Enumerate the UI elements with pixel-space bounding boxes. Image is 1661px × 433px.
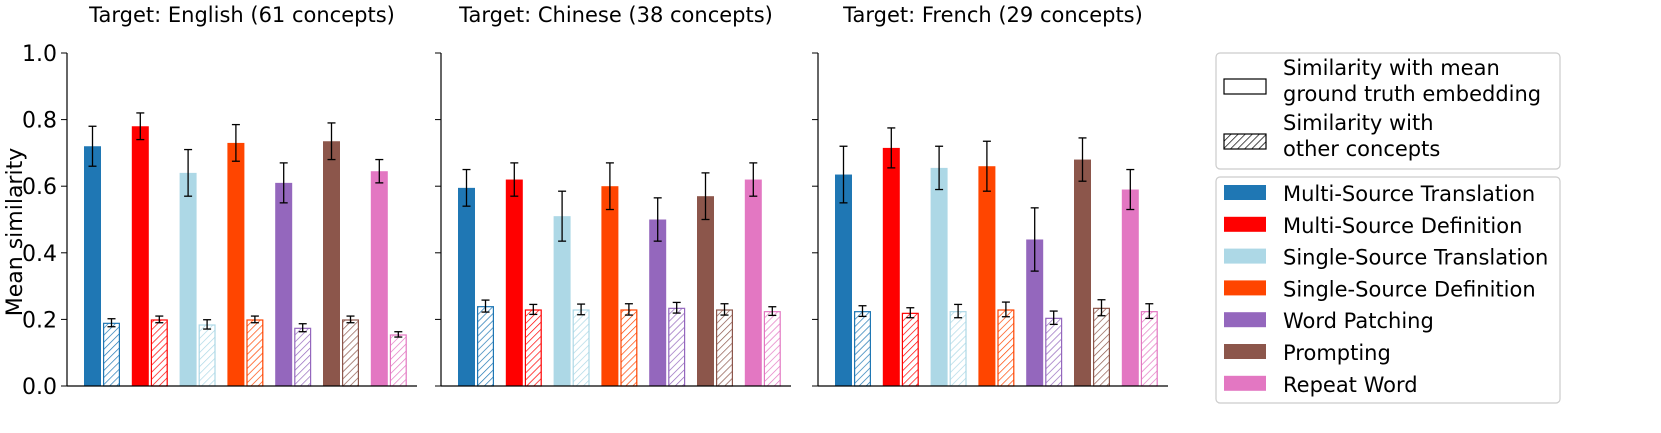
bar-multi-source-definition-other-concepts: [150, 319, 168, 387]
bar-single-source-definition-ground-truth: [227, 142, 245, 386]
bar-single-source-translation-other-concepts: [949, 311, 967, 387]
y-tick-label: 1.0: [22, 42, 57, 67]
bar-multi-source-translation-other-concepts: [853, 311, 871, 387]
bar-multi-source-definition-ground-truth: [131, 126, 149, 386]
bar-single-source-definition-other-concepts: [620, 309, 638, 387]
y-tick-label: 0.2: [22, 308, 57, 333]
legend-label-multi-source-translation: Multi-Source Translation: [1283, 182, 1535, 206]
bar-single-source-definition-ground-truth: [978, 166, 996, 386]
bar-prompting-ground-truth: [1074, 159, 1091, 386]
bar-multi-source-translation-ground-truth: [84, 146, 101, 386]
legend-solid-swatch: [1223, 78, 1267, 95]
bar-word-patching-ground-truth: [275, 182, 293, 386]
bar-word-patching-other-concepts: [294, 327, 312, 387]
legend-swatch-repeat-word: [1224, 375, 1266, 391]
bar-multi-source-definition-ground-truth: [505, 179, 523, 386]
legend-label-single-source-translation: Single-Source Translation: [1283, 246, 1548, 270]
legend-methods: Multi-Source Translation Multi-Source Def…: [1215, 176, 1561, 404]
y-axis-label: Mean similarity: [3, 148, 28, 316]
bar-single-source-translation-ground-truth: [553, 216, 571, 386]
bar-single-source-definition-other-concepts: [246, 319, 264, 387]
legend-swatch-prompting: [1224, 344, 1266, 359]
legend-methods-frame: [1215, 176, 1561, 404]
bar-multi-source-definition-other-concepts: [524, 309, 542, 387]
y-tick-label: 0.6: [22, 175, 57, 200]
bar-prompting-other-concepts: [342, 319, 360, 387]
bar-multi-source-definition-ground-truth: [882, 147, 900, 386]
legend-pattern-label: ground truth embedding: [1283, 82, 1541, 106]
legend-label-repeat-word: Repeat Word: [1283, 373, 1418, 397]
legend-label-multi-source-definition: Multi-Source Definition: [1283, 214, 1522, 238]
y-tick-label: 0.8: [22, 109, 57, 134]
bar-prompting-ground-truth: [323, 141, 340, 386]
bar-single-source-definition-ground-truth: [601, 186, 619, 386]
bar-repeat-word-ground-truth: [1121, 189, 1139, 386]
y-tick-label: 0.0: [22, 375, 57, 400]
panel-title: Target: Chinese (38 concepts): [458, 3, 773, 27]
bar-repeat-word-ground-truth: [370, 171, 388, 386]
bar-multi-source-translation-ground-truth: [458, 187, 475, 386]
legend-swatch-single-source-translation: [1224, 248, 1266, 264]
legend-swatch-word-patching: [1224, 312, 1266, 328]
legend-swatch-single-source-definition: [1224, 280, 1266, 296]
legend-swatch-multi-source-translation: [1224, 185, 1266, 200]
bar-word-patching-ground-truth: [1026, 239, 1044, 386]
y-tick-label: 0.4: [22, 242, 57, 267]
chart-panels: Target: English (61 concepts) 0.0 0.2 0.4 0.…: [22, 3, 1168, 400]
bar-single-source-translation-ground-truth: [930, 167, 948, 386]
bar-multi-source-translation-other-concepts: [102, 322, 120, 387]
panel-target-chinese-38-concepts: Target: Chinese (38 concepts): [435, 3, 791, 387]
bar-repeat-word-other-concepts: [1140, 311, 1158, 387]
bar-multi-source-definition-other-concepts: [901, 312, 919, 387]
bar-multi-source-translation-ground-truth: [835, 174, 852, 386]
legend-pattern-label: Similarity with mean: [1283, 56, 1500, 80]
bar-single-source-translation-ground-truth: [179, 172, 197, 386]
legend-label-prompting: Prompting: [1283, 341, 1391, 365]
panel-title: Target: English (61 concepts): [88, 3, 395, 27]
bar-prompting-ground-truth: [697, 196, 714, 386]
legend-label-word-patching: Word Patching: [1283, 309, 1434, 333]
legend-pattern-frame: [1215, 52, 1561, 170]
legend-hatch-swatch: [1223, 133, 1267, 150]
legend-pattern-label: other concepts: [1283, 137, 1440, 161]
bar-word-patching-other-concepts: [1045, 317, 1063, 387]
legend-pattern-label: Similarity with: [1283, 111, 1434, 135]
bar-prompting-other-concepts: [1092, 307, 1110, 387]
bar-repeat-word-ground-truth: [744, 179, 762, 386]
panel-title: Target: French (29 concepts): [842, 3, 1143, 27]
bar-multi-source-translation-other-concepts: [477, 306, 495, 387]
bar-repeat-word-other-concepts: [763, 311, 781, 387]
bar-single-source-translation-other-concepts: [572, 309, 590, 387]
legend-swatch-multi-source-definition: [1224, 216, 1266, 232]
panel-target-french-29-concepts: Target: French (29 concepts): [812, 3, 1168, 387]
bar-single-source-translation-other-concepts: [198, 324, 216, 387]
bar-prompting-other-concepts: [715, 309, 733, 387]
bar-single-source-definition-other-concepts: [997, 309, 1015, 387]
legend-label-single-source-definition: Single-Source Definition: [1283, 277, 1536, 301]
panel-target-english-61-concepts: Target: English (61 concepts) 0.0 0.2 0.4 0.…: [22, 3, 417, 400]
bar-word-patching-other-concepts: [668, 307, 686, 387]
bar-word-patching-ground-truth: [649, 219, 667, 386]
bar-repeat-word-other-concepts: [389, 334, 407, 387]
